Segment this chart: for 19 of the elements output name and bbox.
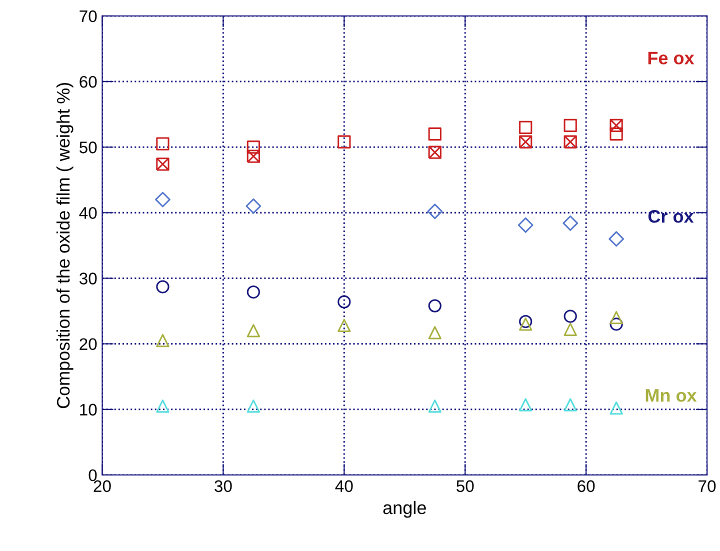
y-tick-label: 40 — [79, 207, 97, 219]
x-tick-label: 50 — [456, 480, 474, 492]
y-tick-label: 0 — [88, 469, 97, 482]
x-axis-title: angle — [383, 500, 426, 518]
y-tick-label: 50 — [80, 142, 97, 154]
x-tick-label: 40 — [335, 480, 353, 492]
x-tick-label: 70 — [698, 480, 716, 492]
y-tick-label: 10 — [80, 404, 97, 416]
y-tick-label: 70 — [80, 10, 97, 22]
y-axis-title: Composition of the oxide film ( weight %) — [56, 83, 74, 408]
legend-label: Cr ox — [648, 210, 694, 223]
x-tick-label: 20 — [94, 480, 111, 492]
y-tick-label: 30 — [79, 272, 97, 284]
text: Mn ox — [646, 389, 697, 402]
x-tick-label: 60 — [578, 480, 595, 492]
text: Fe ox — [648, 52, 694, 64]
y-tick-label: 60 — [80, 76, 97, 88]
x-tick-label: 30 — [214, 480, 232, 492]
y-tick-label: 20 — [80, 338, 97, 350]
